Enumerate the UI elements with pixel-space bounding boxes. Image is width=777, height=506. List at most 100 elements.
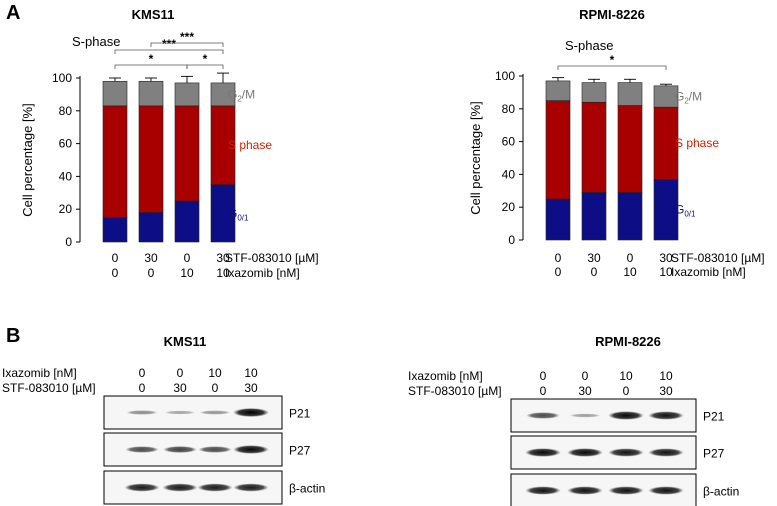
protein-band (233, 408, 269, 417)
bar-segment-g2-m (617, 82, 643, 106)
bar-segment-s-phase (545, 100, 571, 200)
significance-label: *** (180, 30, 194, 44)
legend-label-s-phase: S phase (675, 136, 719, 150)
treatment-label: Ixazomib [nM] (671, 265, 746, 279)
legend-label-g2-m: G2/M (675, 90, 702, 106)
treatment-value: 10 (659, 265, 673, 279)
blot-condition-value: 0 (540, 369, 547, 383)
protein-band (567, 486, 603, 495)
blot-protein-label: P21 (289, 407, 311, 421)
significance-bracket (150, 42, 224, 47)
legend-label-g2-m: G2/M (228, 87, 255, 103)
bar-segment-g0-1 (617, 192, 643, 241)
blot-protein-label: β-actin (289, 482, 325, 496)
protein-band (233, 483, 269, 492)
protein-band (198, 446, 232, 453)
significance-bracket (557, 65, 667, 70)
protein-band (163, 446, 197, 453)
bar-segment-g0-1 (102, 217, 128, 243)
bar-segment-g2-m (102, 80, 128, 107)
protein-band (525, 486, 561, 495)
treatment-value: 0 (148, 266, 155, 280)
blot-title: KMS11 (164, 334, 207, 349)
blot-condition-label: STF-083010 [µM] (408, 384, 502, 398)
protein-band (569, 413, 601, 418)
protein-band (608, 411, 644, 420)
blot-title: RPMI-8226 (595, 334, 661, 349)
treatment-value: 10 (216, 266, 230, 280)
bar-segment-g2-m (581, 82, 607, 103)
blot-strip-actin: β-actin (510, 473, 739, 506)
blot-protein-label: P21 (703, 410, 725, 424)
blot-condition-value: 30 (659, 384, 673, 398)
significance-bracket (114, 49, 224, 54)
treatment-value: 10 (623, 265, 637, 279)
treatment-value: 0 (627, 251, 634, 265)
protein-band (126, 410, 158, 415)
blot-condition-value: 0 (212, 381, 219, 395)
y-tick-label: 60 (59, 137, 73, 151)
y-tick-label: 80 (502, 102, 516, 116)
protein-band (567, 448, 603, 457)
y-axis-label: Cell percentage [%] (20, 103, 35, 216)
blot-condition-value: 10 (659, 369, 673, 383)
blot-condition-value: 0 (177, 366, 184, 380)
blot-protein-label: P27 (703, 447, 725, 461)
protein-band (525, 448, 561, 457)
bar-segment-s-phase (138, 105, 164, 213)
significance-bracket (186, 64, 224, 69)
panel-b-letter: B (6, 325, 20, 347)
blot-condition-value: 10 (244, 366, 258, 380)
blot-strip-actin: β-actin (103, 470, 325, 505)
bar-segment-g0-1 (174, 200, 200, 243)
protein-band (648, 448, 684, 457)
treatment-value: 30 (587, 251, 601, 265)
bar-segment-s-phase (617, 105, 643, 193)
protein-band (648, 411, 684, 420)
y-tick-label: 0 (65, 235, 72, 249)
protein-band (608, 486, 644, 495)
chart-title: KMS11 (132, 7, 175, 22)
blot-protein-label: β-actin (703, 485, 739, 499)
protein-band (199, 410, 231, 415)
chart-subtitle: S-phase (72, 34, 120, 49)
bar-segment-s-phase (581, 101, 607, 193)
legend-label-g0-1: G0/1 (675, 203, 696, 219)
significance-label: *** (162, 37, 176, 51)
blot-strip-p27: P27 (103, 432, 311, 467)
blot-condition-label: STF-083010 [µM] (2, 381, 96, 395)
blot-strip-p21: P21 (103, 395, 311, 430)
y-tick-label: 40 (502, 167, 516, 181)
legend-label-s-phase: S phase (228, 138, 272, 152)
legend-label-g0-1: G0/1 (228, 206, 249, 222)
treatment-value: 30 (659, 251, 673, 265)
blot-condition-value: 0 (623, 384, 630, 398)
blot-strip-p27: P27 (510, 435, 725, 470)
significance-label: * (149, 52, 154, 66)
chart-subtitle: S-phase (565, 38, 613, 53)
blot-condition-value: 30 (578, 384, 592, 398)
significance-label: * (610, 53, 615, 67)
blot-condition-value: 0 (139, 381, 146, 395)
bar-segment-s-phase (210, 105, 236, 185)
protein-band (608, 448, 644, 457)
blot-condition-value: 0 (139, 366, 146, 380)
y-tick-label: 80 (59, 104, 73, 118)
blot-condition-label: Ixazomib [nM] (408, 369, 483, 383)
treatment-label: Ixazomib [nM] (225, 266, 300, 280)
blot-condition-value: 10 (619, 369, 633, 383)
y-tick-label: 60 (502, 135, 516, 149)
bar-segment-g2-m (138, 80, 164, 107)
bar-segment-s-phase (174, 105, 200, 202)
y-tick-label: 20 (59, 202, 73, 216)
protein-band (124, 483, 160, 492)
bar-segment-g2-m (545, 80, 571, 101)
blot-condition-value: 30 (244, 381, 258, 395)
y-tick-label: 20 (502, 200, 516, 214)
